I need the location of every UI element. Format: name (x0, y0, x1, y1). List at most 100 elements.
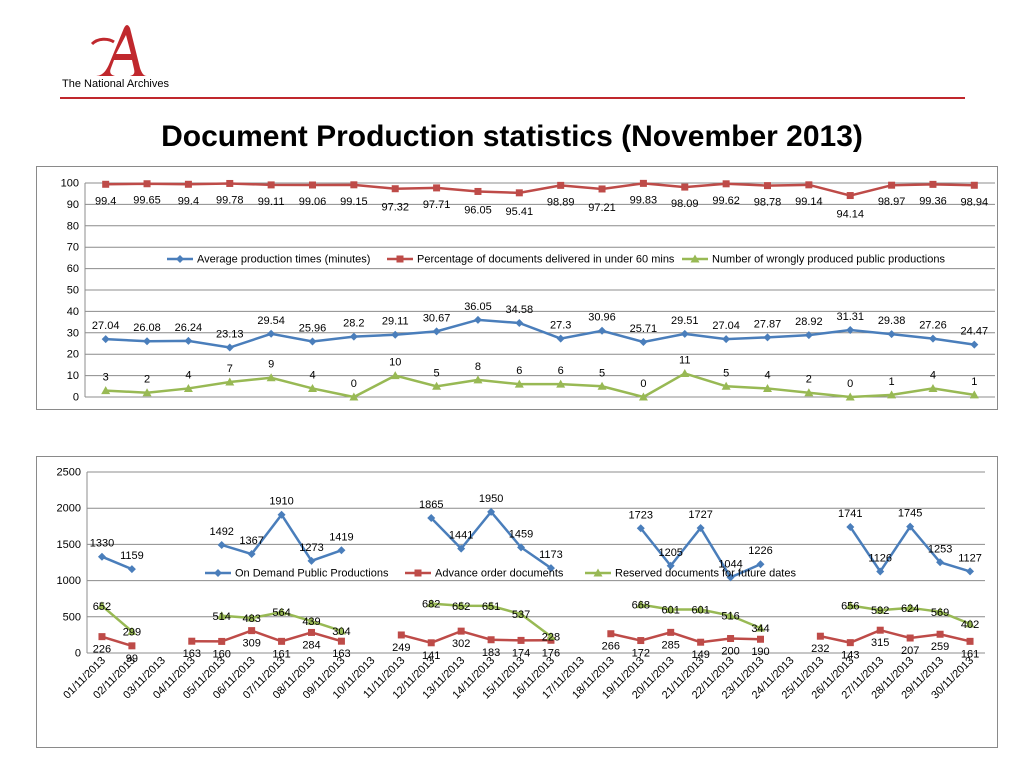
chart-2-series-1-data-label: 302 (452, 638, 470, 650)
chart-1-series-2-point (514, 379, 524, 388)
chart-1-series-1-data-label: 99.78 (216, 194, 244, 206)
chart-2-series-0-data-label: 1205 (658, 547, 682, 559)
chart-2-series-1-point (906, 634, 914, 642)
chart-1-series-1-data-label: 98.09 (671, 198, 699, 210)
chart-1-series-0-point (473, 315, 482, 324)
chart-2-series-0-point (457, 544, 466, 553)
chart-2-series-0-data-label: 1044 (718, 558, 742, 570)
chart-2-series-0-point (876, 567, 885, 576)
chart-2-series-2-point (965, 619, 975, 628)
chart-1-series-0-point (308, 337, 317, 346)
chart-1-series-2-data-label: 4 (309, 369, 315, 381)
chart-1-series-0-point (432, 327, 441, 336)
chart-1-series-2-data-label: 2 (144, 374, 150, 386)
chart-1-series-1-point (184, 180, 192, 188)
chart-1-series-1-data-label: 98.94 (961, 196, 989, 208)
chart-1-series-0-data-label: 25.96 (299, 322, 327, 334)
chart-1-ytick-label: 80 (67, 220, 79, 232)
chart-2-series-0-data-label: 1127 (958, 552, 982, 564)
chart-2-series-1-data-label: 161 (961, 648, 979, 660)
chart-1-series-0-data-label: 26.24 (175, 322, 203, 334)
chart-2-series-1-point (966, 637, 974, 645)
chart-1-series-2-point (804, 388, 814, 397)
chart-1-ytick-label: 20 (67, 349, 79, 361)
chart-2-series-1-data-label: 183 (482, 647, 500, 659)
chart-1-series-0-data-label: 29.38 (878, 315, 906, 327)
chart-1-series-1-point (515, 189, 523, 197)
chart-2-series-0-data-label: 1910 (269, 496, 293, 508)
chart-1-series-0-point (887, 330, 896, 339)
logo: The National Archives (60, 22, 190, 94)
chart-1-series-2-point (845, 392, 855, 401)
chart-1-series-2-point (308, 383, 317, 392)
chart-2-series-1-point (397, 631, 405, 639)
chart-2-series-1-point (248, 627, 256, 635)
chart-2-series-2-data-label: 439 (302, 616, 320, 628)
chart-2-series-0: 1330 1159 1492 1367 1910 1273 1419 1865 1441 1950… (90, 493, 982, 582)
chart-2-series-2-data-label: 601 (662, 604, 680, 616)
chart-1-series-1-point (267, 181, 275, 189)
chart-1-series-2-point (349, 392, 359, 401)
chart-2-series-1-point (427, 639, 435, 647)
chart-1-series-0-data-label: 29.11 (382, 316, 409, 328)
chart-2-series-2-data-label: 514 (213, 611, 231, 623)
chart-2-series-1-point (188, 637, 196, 645)
chart-2-series-0-point (127, 565, 136, 574)
chart-2-series-0-data-label: 1950 (479, 493, 503, 505)
chart-2-series-2-data-label: 668 (632, 600, 650, 612)
chart-2-series-1-line (400, 629, 551, 645)
chart-1-series-1-data-label: 97.21 (588, 202, 616, 214)
chart-1-series-2-point (101, 386, 111, 395)
chart-1-legend-entry: Number of wrongly produced public produc… (712, 254, 945, 266)
chart-1-series-1-data-label: 99.15 (340, 196, 368, 208)
chart-2-series-0-data-label: 1126 (868, 552, 892, 564)
chart-2-series-0-data-label: 1745 (898, 508, 922, 520)
chart-2-legend: On Demand Public Productions Advance orde… (205, 568, 796, 580)
chart-2-series-1-point (218, 637, 226, 645)
chart-1-series-0-data-label: 24.47 (961, 326, 989, 338)
chart-2-series-2-point (307, 616, 316, 625)
chart-2-series-0-data-label: 1441 (449, 530, 473, 542)
chart-2-series-1-data-label: 163 (332, 648, 350, 660)
chart-2-container: 0 500 1000 1500 2000 2500 01/11/2013 02/11/2013… (36, 456, 998, 748)
chart-2-series-1-data-label: 207 (901, 645, 919, 657)
chart-2-series-1-data-label: 161 (272, 648, 290, 660)
chart-2-series-2-point (696, 604, 706, 613)
chart-1-series-2-point (928, 383, 938, 392)
chart-1-series-1-data-label: 98.97 (878, 196, 906, 208)
chart-1-series-0-data-label: 30.96 (588, 312, 616, 324)
chart-1-series-0-point (804, 331, 813, 340)
chart-2-series-1-point (128, 642, 136, 650)
chart-1-series-2-data-label: 5 (599, 367, 605, 379)
chart-2-series-1-data-label: 309 (242, 638, 260, 650)
chart-2-legend-swatch-marker (214, 569, 222, 577)
chart-2-series-2-point (97, 601, 107, 610)
chart-1-series-0-data-label: 27.26 (919, 320, 947, 332)
chart-1-series-1-data-label: 99.14 (795, 196, 823, 208)
chart-1-series-1-data-label: 97.32 (381, 202, 409, 214)
chart-1-series-1-data-label: 96.05 (464, 204, 492, 216)
chart-2-series-0-point (726, 573, 735, 582)
chart-2-ytick-label: 2000 (57, 503, 81, 515)
chart-1-series-2-line (105, 372, 975, 399)
chart-1-series-0-point (349, 332, 358, 341)
chart-2-series-2-point (217, 611, 227, 620)
chart-2-series-2-data-label: 652 (93, 601, 111, 613)
chart-1-series-1-point (433, 184, 441, 192)
chart-2-legend-entry: Advance order documents (435, 568, 564, 580)
chart-1-series-2-point (390, 371, 400, 380)
chart-2-series-1-data-label: 315 (871, 637, 889, 649)
chart-1-series-0-data-label: 27.87 (754, 318, 782, 330)
chart-2-series-1-point (517, 636, 525, 644)
chart-2-series-2-data-label: 299 (123, 626, 141, 638)
chart-1-series-0-line (105, 318, 975, 349)
chart-1-series-2-data-label: 11 (679, 354, 690, 366)
chart-1-series-1-data-label: 99.62 (712, 195, 740, 207)
chart-2-series-1-line (191, 629, 342, 643)
chart-1-ytick-label: 0 (73, 392, 79, 404)
page-title: Document Production statistics (November… (161, 120, 863, 153)
chart-2-series-2-data-label: 682 (422, 599, 440, 611)
chart-1-series-0-data-label: 28.92 (795, 316, 823, 328)
chart-1-series-1-data-label: 99.83 (630, 194, 658, 206)
chart-2-series-2-data-label: 651 (482, 601, 500, 613)
